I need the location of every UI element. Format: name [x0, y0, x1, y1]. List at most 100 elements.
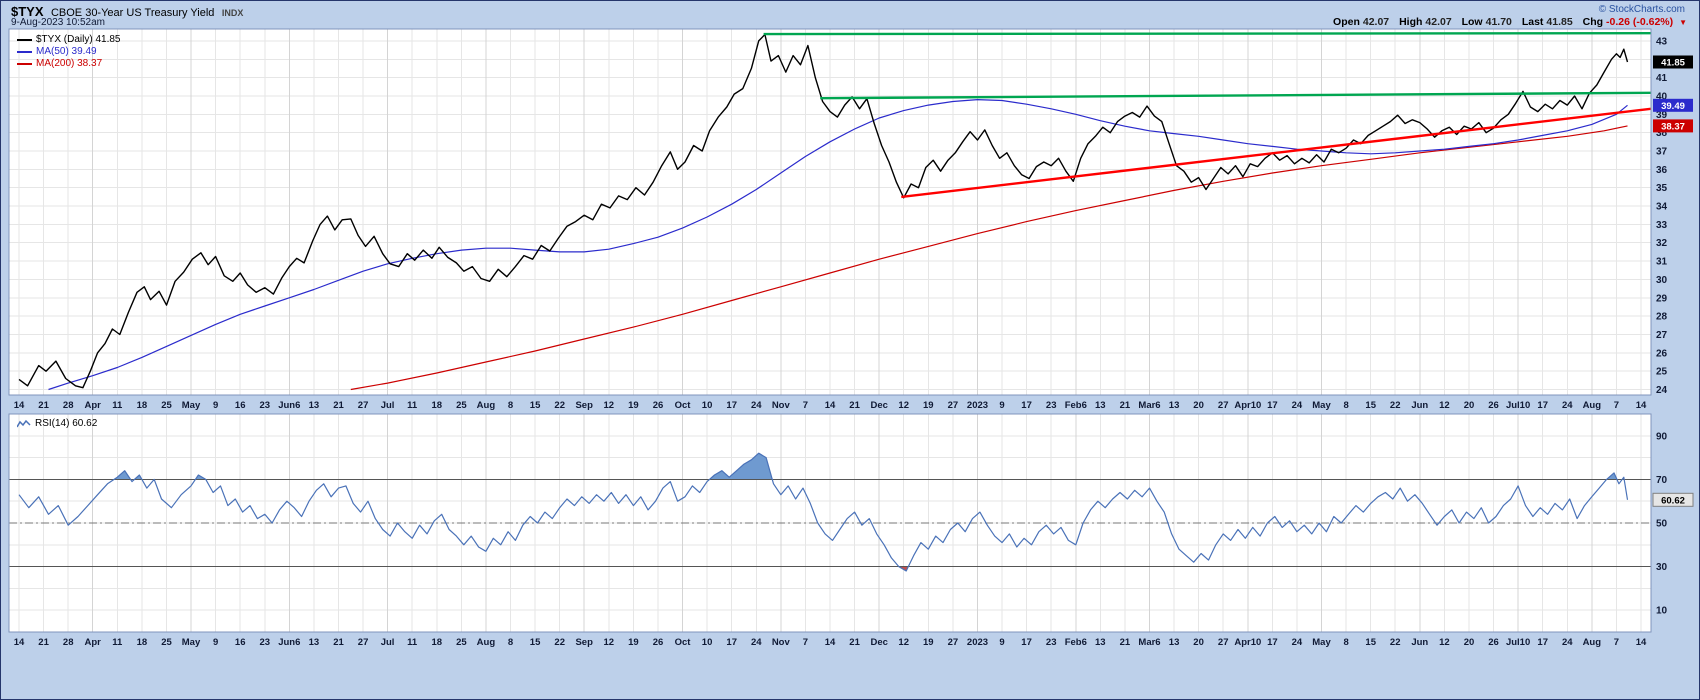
svg-text:Mar6: Mar6	[1138, 400, 1160, 411]
ma200-value-badge	[1653, 119, 1693, 133]
svg-text:17: 17	[726, 637, 737, 648]
svg-text:17: 17	[1021, 400, 1032, 411]
svg-text:11: 11	[407, 637, 418, 648]
svg-text:37: 37	[1656, 147, 1668, 158]
svg-text:30: 30	[1656, 275, 1668, 286]
svg-text:Mar6: Mar6	[1138, 637, 1160, 648]
svg-text:28: 28	[63, 637, 74, 648]
svg-text:26: 26	[1488, 400, 1499, 411]
svg-text:9: 9	[999, 637, 1004, 648]
svg-text:40: 40	[1656, 92, 1668, 103]
svg-text:22: 22	[554, 400, 565, 411]
svg-text:21: 21	[333, 637, 344, 648]
svg-text:27: 27	[948, 637, 959, 648]
svg-text:20: 20	[1193, 637, 1204, 648]
svg-text:24: 24	[1656, 385, 1668, 396]
svg-text:15: 15	[1365, 400, 1376, 411]
svg-text:10: 10	[1656, 606, 1668, 617]
svg-text:27: 27	[358, 400, 369, 411]
svg-text:7: 7	[1614, 637, 1619, 648]
svg-text:22: 22	[1390, 637, 1401, 648]
svg-text:Oct: Oct	[675, 637, 692, 648]
open-value: 42.07	[1362, 16, 1390, 28]
svg-text:15: 15	[530, 400, 541, 411]
svg-text:21: 21	[38, 637, 49, 648]
svg-text:24: 24	[751, 400, 762, 411]
svg-text:22: 22	[1390, 400, 1401, 411]
svg-text:8: 8	[508, 637, 513, 648]
svg-text:36: 36	[1656, 165, 1668, 176]
svg-text:Feb6: Feb6	[1065, 400, 1087, 411]
low-label: Low	[1461, 16, 1483, 28]
svg-text:Jul10: Jul10	[1506, 637, 1530, 648]
svg-text:2023: 2023	[967, 637, 988, 648]
svg-text:17: 17	[1021, 637, 1032, 648]
svg-text:May: May	[1312, 400, 1331, 411]
svg-text:28: 28	[63, 400, 74, 411]
stockcharts-credit-link[interactable]: © StockCharts.com	[1598, 4, 1685, 15]
svg-text:Oct: Oct	[675, 400, 692, 411]
svg-text:20: 20	[1193, 400, 1204, 411]
svg-text:26: 26	[1656, 348, 1668, 359]
rsi-icon	[17, 419, 31, 427]
svg-text:29: 29	[1656, 293, 1668, 304]
svg-text:Nov: Nov	[772, 400, 791, 411]
svg-text:11: 11	[112, 637, 123, 648]
svg-text:38: 38	[1656, 128, 1668, 139]
x-axis-top: 14 21 28 Apr 11 18 25 May 9 16 23 Jun6 13 21 27 Jul 11 18…	[14, 400, 1647, 411]
svg-text:17: 17	[1267, 637, 1278, 648]
svg-text:19: 19	[923, 637, 934, 648]
svg-text:Feb6: Feb6	[1065, 637, 1087, 648]
svg-text:13: 13	[1095, 637, 1106, 648]
svg-text:24: 24	[1562, 400, 1573, 411]
rsi-value-badge	[1652, 492, 1694, 507]
svg-text:14: 14	[825, 637, 836, 648]
svg-text:25: 25	[161, 637, 172, 648]
svg-text:27: 27	[1218, 400, 1229, 411]
svg-text:Dec: Dec	[870, 637, 887, 648]
chg-label: Chg	[1582, 16, 1604, 28]
ma200-line-swatch-icon	[17, 62, 32, 65]
main-axis-badges: 41.85 39.49 38.37	[1653, 55, 1693, 133]
svg-text:10: 10	[702, 637, 713, 648]
svg-text:21: 21	[1120, 400, 1131, 411]
exchange-tag: INDX	[221, 8, 244, 18]
svg-text:9: 9	[213, 400, 218, 411]
ma50-line	[48, 98, 1628, 391]
svg-text:9: 9	[999, 400, 1004, 411]
resistance-line-lower	[820, 91, 1651, 100]
svg-text:23: 23	[260, 637, 271, 648]
svg-text:23: 23	[1046, 637, 1057, 648]
svg-text:20: 20	[1464, 400, 1475, 411]
svg-text:9: 9	[213, 637, 218, 648]
svg-text:14: 14	[825, 400, 836, 411]
svg-text:Aug: Aug	[477, 637, 496, 648]
svg-text:13: 13	[1095, 400, 1106, 411]
svg-text:33: 33	[1656, 220, 1668, 231]
ma50-line-swatch-icon	[17, 50, 32, 53]
svg-text:13: 13	[1169, 400, 1180, 411]
legend-ma50-label: MA(50) 39.49	[36, 46, 97, 57]
svg-text:13: 13	[309, 400, 320, 411]
svg-text:18: 18	[432, 400, 443, 411]
svg-text:60.62: 60.62	[1661, 495, 1685, 506]
rsi-plot-border	[8, 413, 1652, 633]
high-label: High	[1399, 16, 1423, 28]
svg-text:May: May	[182, 637, 201, 648]
svg-text:20: 20	[1464, 637, 1475, 648]
svg-text:21: 21	[1120, 637, 1131, 648]
svg-text:39: 39	[1656, 110, 1668, 121]
svg-text:Jul10: Jul10	[1506, 400, 1530, 411]
svg-text:16: 16	[235, 637, 246, 648]
price-line-swatch-icon	[17, 38, 32, 41]
svg-text:41: 41	[1656, 73, 1668, 84]
svg-text:24: 24	[751, 637, 762, 648]
svg-text:Aug: Aug	[1583, 637, 1602, 648]
svg-text:Jul: Jul	[381, 400, 395, 411]
svg-text:Dec: Dec	[870, 400, 887, 411]
svg-text:7: 7	[803, 400, 808, 411]
svg-text:23: 23	[260, 400, 271, 411]
svg-text:25: 25	[161, 400, 172, 411]
svg-text:19: 19	[628, 637, 639, 648]
